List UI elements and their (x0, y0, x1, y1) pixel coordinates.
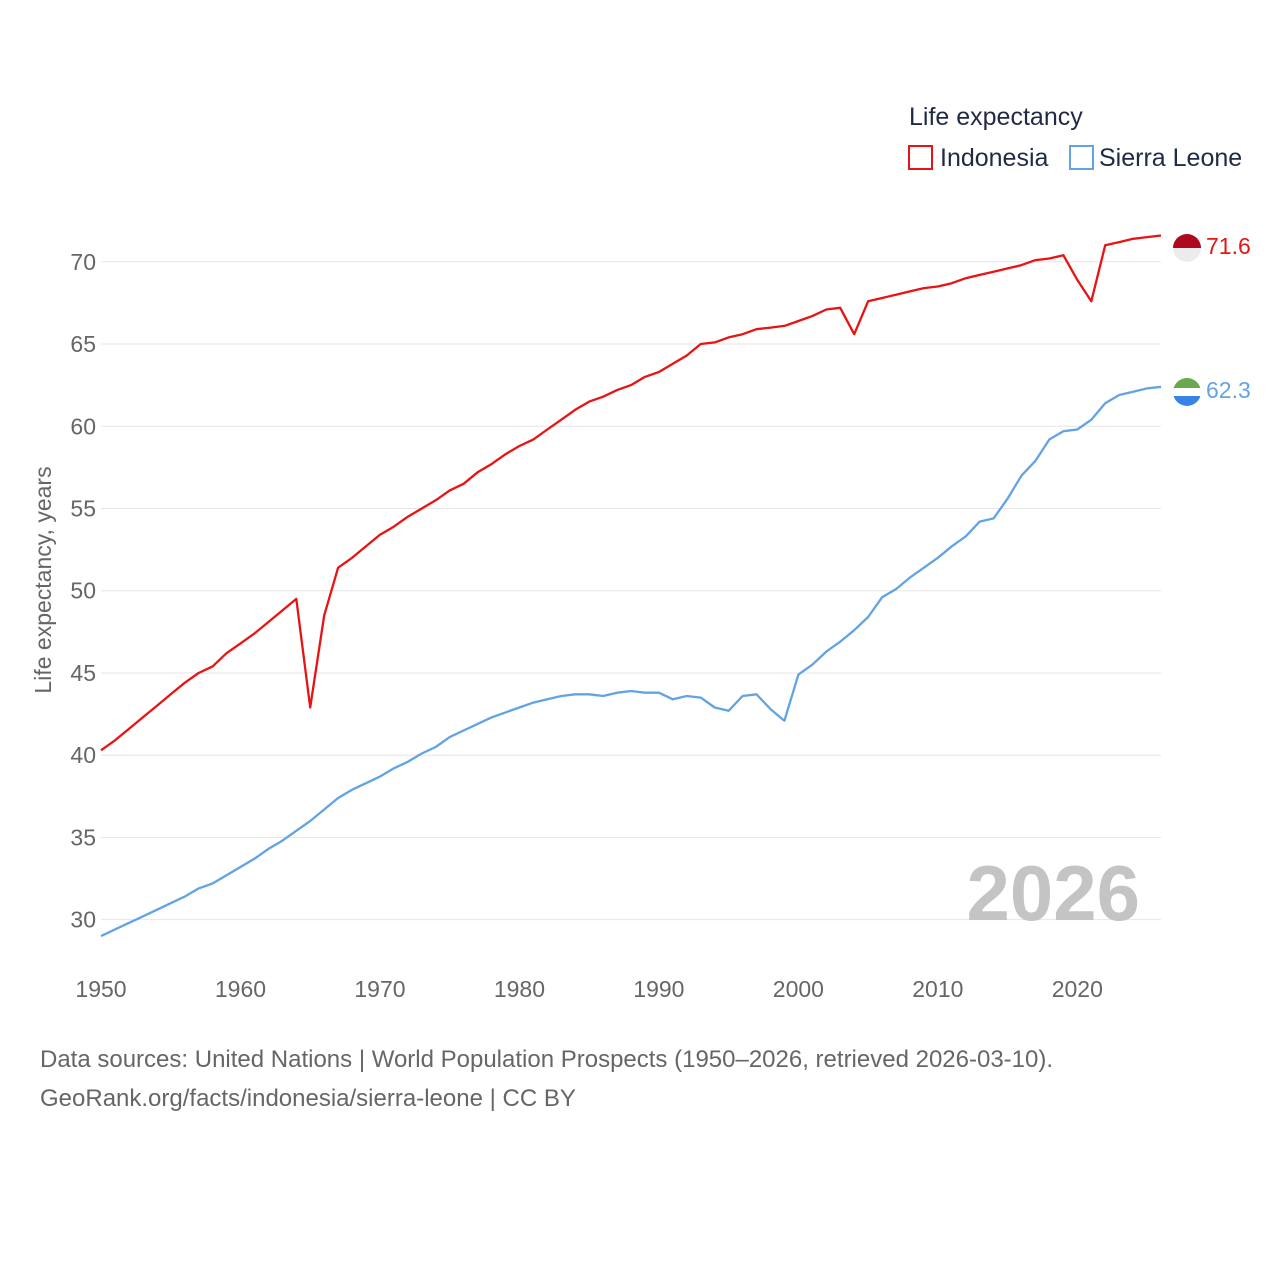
legend-swatch-indonesia[interactable] (908, 145, 933, 170)
legend-label-indonesia[interactable]: Indonesia (940, 144, 1049, 172)
y-tick-label: 55 (70, 495, 96, 521)
data-sources: Data sources: United Nations | World Pop… (40, 1046, 1054, 1073)
legend-title: Life expectancy (909, 103, 1083, 131)
y-axis-ticks: 30 35 40 45 50 55 60 65 70 (70, 249, 96, 933)
x-axis-ticks: 1950 1960 1970 1980 1990 2000 2010 2020 (75, 976, 1102, 1002)
indonesia-flag-icon (1173, 234, 1201, 262)
x-tick-label: 1980 (494, 976, 545, 1002)
sierra-leone-flag-icon (1173, 378, 1201, 406)
x-tick-label: 1960 (215, 976, 266, 1002)
x-tick-label: 2020 (1052, 976, 1103, 1002)
y-tick-label: 70 (70, 249, 96, 275)
y-tick-label: 65 (70, 331, 96, 357)
end-label-sierra-leone: 62.3 (1206, 377, 1251, 403)
y-tick-label: 30 (70, 907, 96, 933)
legend-swatch-sierra-leone[interactable] (1069, 145, 1094, 170)
gridlines (101, 261, 1161, 921)
x-tick-label: 1950 (75, 976, 126, 1002)
attribution-link[interactable]: GeoRank.org/facts/indonesia/sierra-leone… (40, 1085, 576, 1112)
end-label-indonesia: 71.6 (1206, 233, 1251, 259)
x-tick-label: 1990 (633, 976, 684, 1002)
y-tick-label: 40 (70, 742, 96, 768)
legend: Life expectancy Indonesia Sierra Leone (908, 103, 1242, 172)
x-tick-label: 2000 (773, 976, 824, 1002)
x-tick-label: 2010 (912, 976, 963, 1002)
year-watermark: 2026 (966, 849, 1140, 937)
series-line-sierra-leone[interactable] (100, 385, 1162, 938)
x-tick-label: 1970 (354, 976, 405, 1002)
y-axis-title: Life expectancy, years (30, 466, 56, 693)
y-tick-label: 60 (70, 413, 96, 439)
y-tick-label: 45 (70, 660, 96, 686)
series-lines (100, 234, 1162, 938)
footer: Data sources: United Nations | World Pop… (40, 1040, 1053, 1118)
legend-label-sierra-leone[interactable]: Sierra Leone (1099, 144, 1242, 172)
series-line-indonesia[interactable] (100, 234, 1162, 752)
y-tick-label: 35 (70, 824, 96, 850)
y-tick-label: 50 (70, 578, 96, 604)
